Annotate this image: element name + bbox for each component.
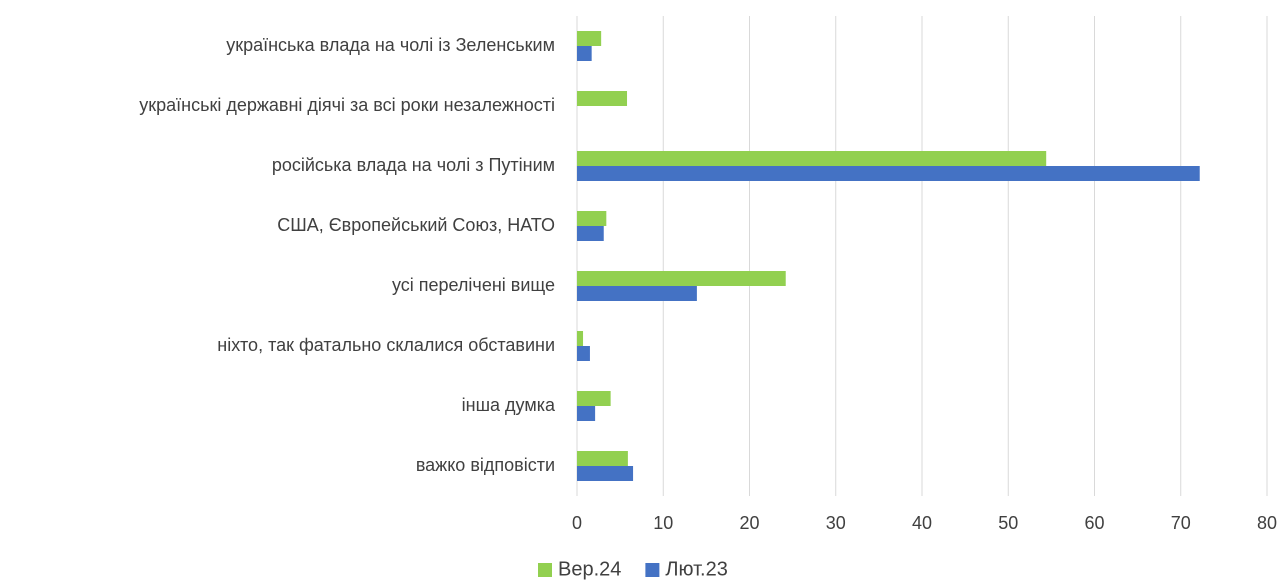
- y-tick-label: російська влада на чолі з Путіним: [272, 155, 555, 175]
- x-tick-label: 0: [572, 513, 582, 533]
- y-tick-label: важко відповісти: [416, 455, 555, 475]
- x-tick-label: 60: [1084, 513, 1104, 533]
- bar: [577, 346, 590, 361]
- y-tick-label: США, Європейський Союз, НАТО: [277, 215, 555, 235]
- bar: [577, 46, 592, 61]
- legend-swatch: [538, 563, 552, 577]
- y-tick-label: українська влада на чолі із Зеленським: [226, 35, 555, 55]
- bar: [577, 406, 596, 421]
- bar: [577, 331, 584, 346]
- x-tick-label: 30: [826, 513, 846, 533]
- x-tick-label: 10: [653, 513, 673, 533]
- y-tick-label: ніхто, так фатально склалися обставини: [217, 335, 555, 355]
- bar: [577, 91, 628, 106]
- x-tick-label: 20: [739, 513, 759, 533]
- legend-swatch: [645, 563, 660, 577]
- bar: [577, 166, 1200, 181]
- y-tick-label: усі перелічені вище: [392, 275, 555, 295]
- legend-label: Вер.24: [558, 558, 621, 580]
- bar: [577, 271, 786, 286]
- bar: [577, 391, 611, 406]
- bar: [577, 226, 604, 241]
- x-tick-label: 40: [912, 513, 932, 533]
- x-tick-label: 80: [1257, 513, 1277, 533]
- bar: [577, 211, 607, 226]
- bar: [577, 31, 602, 46]
- bar: [577, 466, 634, 481]
- bar: [577, 286, 697, 301]
- y-tick-label: інша думка: [462, 395, 556, 415]
- legend-label: Лют.23: [665, 558, 727, 580]
- x-tick-label: 50: [998, 513, 1018, 533]
- bar: [577, 451, 628, 466]
- y-tick-label: українські державні діячі за всі роки не…: [139, 95, 555, 115]
- bar: [577, 151, 1047, 166]
- x-tick-label: 70: [1171, 513, 1191, 533]
